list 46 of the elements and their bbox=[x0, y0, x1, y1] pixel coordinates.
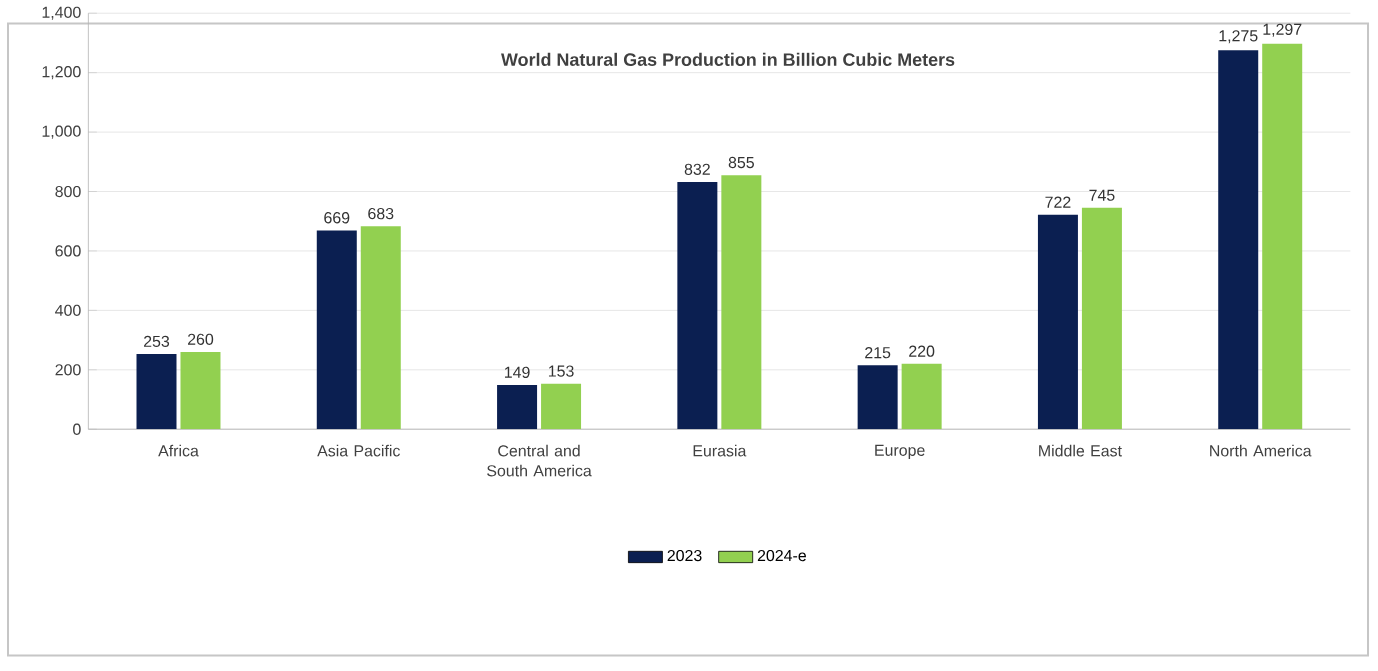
y-tick-label: 1,000 bbox=[42, 125, 81, 139]
data-label: 253 bbox=[144, 335, 170, 347]
data-label: 1,275 bbox=[1219, 29, 1258, 44]
y-tick-label: 400 bbox=[55, 304, 81, 316]
bar bbox=[721, 174, 762, 430]
bar bbox=[180, 351, 221, 430]
bar bbox=[901, 363, 942, 430]
y-tick-label: 1,200 bbox=[42, 65, 81, 80]
data-label: 220 bbox=[909, 345, 935, 357]
bar bbox=[136, 353, 177, 430]
y-tick-label: 1,400 bbox=[42, 6, 81, 20]
data-label: 260 bbox=[188, 333, 214, 345]
data-label: 215 bbox=[865, 346, 891, 359]
data-label: 149 bbox=[504, 366, 530, 378]
bar bbox=[360, 226, 401, 430]
y-tick-label: 0 bbox=[73, 423, 81, 435]
x-tick-label: Europe bbox=[875, 444, 925, 459]
data-label: 1,297 bbox=[1263, 23, 1302, 37]
text: World Natural Gas Production in Billion Cubic Meters bbox=[501, 52, 955, 66]
y-tick-label: 600 bbox=[55, 245, 81, 257]
x-tick-label: Middle East bbox=[1039, 444, 1122, 457]
y-tick-label: 200 bbox=[55, 363, 81, 376]
bar bbox=[316, 230, 357, 430]
x-tick-label: Africa bbox=[158, 444, 199, 457]
data-label: 745 bbox=[1089, 189, 1115, 201]
x-tick-label: Central and South America bbox=[487, 444, 592, 477]
bar bbox=[1081, 207, 1122, 430]
data-label: 683 bbox=[368, 207, 394, 220]
data-label: 669 bbox=[324, 211, 350, 224]
bar bbox=[857, 365, 898, 430]
x-tick-label: Asia Pacific bbox=[317, 444, 400, 457]
data-label: 832 bbox=[684, 163, 710, 175]
x-tick-label: Eurasia bbox=[693, 444, 747, 457]
legend-label: 2024-e bbox=[757, 549, 806, 562]
bar bbox=[677, 181, 718, 430]
bar bbox=[541, 383, 582, 430]
y-tick-label: 800 bbox=[55, 185, 81, 197]
bar bbox=[1218, 50, 1259, 430]
bar bbox=[1262, 43, 1303, 430]
bar bbox=[1037, 214, 1078, 430]
x-tick-label: North America bbox=[1210, 444, 1312, 457]
bar bbox=[497, 384, 538, 430]
data-label: 153 bbox=[548, 365, 574, 377]
legend-label: 2023 bbox=[667, 549, 702, 562]
data-label: 855 bbox=[728, 156, 754, 168]
data-label: 722 bbox=[1045, 196, 1071, 208]
